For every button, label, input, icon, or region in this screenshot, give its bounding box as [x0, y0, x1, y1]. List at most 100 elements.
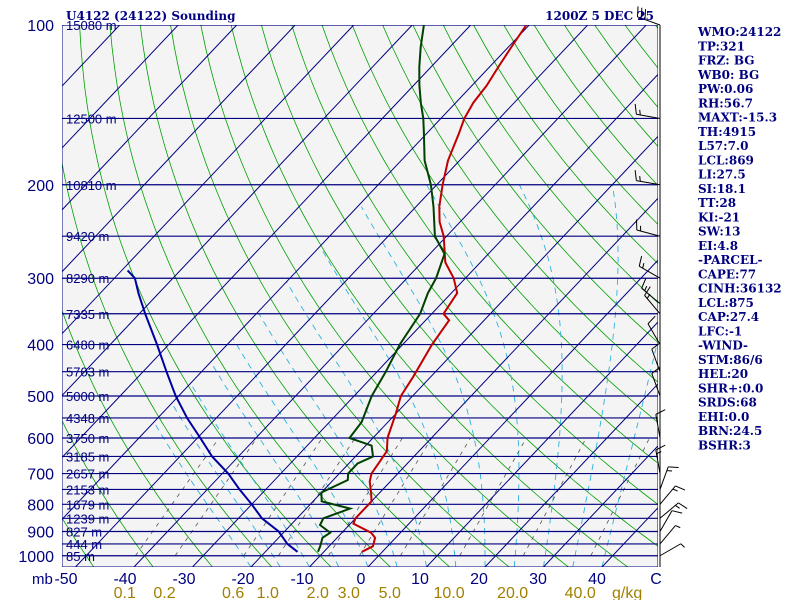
isotherm	[0, 25, 61, 567]
isotherm	[426, 321, 658, 567]
sounding-time: 1200Z 5 DEC 25	[545, 9, 654, 23]
wind-barb	[655, 444, 666, 474]
index-line: FRZ: BG	[698, 54, 754, 68]
wind-barb	[659, 510, 683, 532]
wind-barb	[659, 525, 681, 545]
height-labels: 15080 m 12500 m 10810 m 9420 m 8290 m 7335 m 6…	[66, 18, 117, 564]
wind-barbs	[634, 6, 688, 567]
moist-adiabat	[211, 363, 340, 567]
isotherm	[484, 383, 658, 567]
mixing-ratio-line	[590, 437, 650, 556]
dry-adiabat	[382, 25, 658, 383]
pressure-tick-label: 300	[27, 271, 54, 288]
pressure-unit: mb	[32, 571, 53, 588]
temperature-tick-label: -40	[113, 571, 136, 588]
height-label: 2153 m	[66, 482, 109, 497]
mixing-ratio-tick-label: 5.0	[379, 585, 401, 600]
mixing-ratio-tick-label: 40.0	[565, 585, 596, 600]
temperature-tick-label: -30	[172, 571, 195, 588]
height-label: 827 m	[66, 524, 102, 539]
isotherm	[75, 25, 589, 567]
dewpoint-profile	[317, 25, 446, 553]
height-label: 1679 m	[66, 497, 109, 512]
index-line: TP:321	[698, 39, 745, 53]
temperature-tick-label: C	[650, 571, 662, 588]
isotherm	[192, 73, 658, 567]
wind-barb	[644, 286, 661, 315]
index-line: CAP:27.4	[698, 310, 759, 324]
moist-adiabat	[190, 383, 310, 567]
wind-barb	[636, 6, 661, 26]
index-line: BSHR:3	[698, 438, 751, 452]
height-label: 5000 m	[66, 389, 109, 404]
mixing-ratio-tick-label: 0.1	[114, 585, 136, 600]
temperature-tick-label: 40	[588, 571, 606, 588]
index-line: EI:4.8	[698, 239, 738, 253]
index-line: SI:18.1	[698, 182, 746, 196]
wind-barb	[659, 485, 686, 505]
index-line: -WIND-	[698, 339, 748, 353]
index-line: TH:4915	[698, 125, 756, 139]
temperature-tick-label: 20	[470, 571, 488, 588]
index-line: HEL:20	[698, 367, 748, 381]
height-label: 1239 m	[66, 511, 109, 526]
moist-adiabat	[153, 421, 252, 567]
height-label: 85 m	[66, 549, 95, 564]
moist-adiabat	[572, 184, 619, 567]
dry-adiabat	[473, 25, 658, 265]
temperature-axis: -50 -40 -30 -20 -10 0 10 20 30 40 C	[54, 571, 661, 588]
mixing-ratio-axis: 0.1 0.2 0.6 1.0 2.0 3.0 5.0 10.0 20.0 40.0	[114, 585, 596, 600]
mixing-ratio-line	[278, 437, 356, 556]
temperature-tick-label: -20	[231, 571, 254, 588]
height-label: 444 m	[66, 537, 102, 552]
index-line: -PARCEL-	[698, 253, 763, 267]
mixing-ratio-tick-label: 0.2	[153, 585, 175, 600]
height-label: 5703 m	[66, 365, 109, 380]
pressure-tick-label: 500	[27, 389, 54, 406]
temperature-tick-label: -10	[290, 571, 313, 588]
index-line: CAPE:77	[698, 267, 756, 281]
height-label: 10810 m	[66, 178, 117, 193]
index-line: TT:28	[698, 196, 736, 210]
height-label: 9420 m	[66, 229, 109, 244]
isotherm	[62, 25, 413, 397]
height-label: 3750 m	[66, 431, 109, 446]
mixing-ratio-line	[243, 437, 323, 556]
index-line: MAXT:-15.3	[698, 111, 777, 125]
mixing-ratio-line	[522, 437, 587, 556]
dry-adiabat	[291, 25, 658, 505]
dry-adiabat	[200, 25, 569, 567]
index-line: SHR+:0.0	[698, 381, 763, 395]
temperature-tick-label: -50	[54, 571, 77, 588]
dry-adiabat	[170, 25, 510, 567]
isotherm	[133, 25, 647, 567]
height-label: 12500 m	[66, 111, 117, 126]
wind-barb	[634, 103, 661, 119]
dry-adiabat	[62, 419, 154, 567]
isotherm	[0, 25, 3, 567]
mixing-ratio-line	[135, 437, 220, 556]
isotherm	[62, 25, 472, 459]
index-line: SW:13	[698, 225, 740, 239]
dry-adiabat	[746, 25, 800, 567]
height-label: 7335 m	[66, 307, 109, 322]
mixing-ratio-tick-label: 10.0	[433, 585, 464, 600]
wind-barb	[659, 543, 685, 557]
wind-barb	[659, 466, 679, 490]
height-label: 15080 m	[66, 18, 117, 33]
index-line: KI:-21	[698, 210, 740, 224]
dry-adiabat	[442, 25, 658, 304]
height-label: 4348 m	[66, 411, 109, 426]
isotherm	[367, 259, 658, 567]
isotherm	[309, 197, 658, 567]
temperature-tick-label: 30	[529, 571, 547, 588]
temperature-tick-label: 0	[357, 571, 366, 588]
temperature-tick-label: 10	[411, 571, 429, 588]
mixing-ratio-tick-label: 0.6	[222, 585, 244, 600]
dry-adiabat	[777, 25, 800, 567]
pressure-tick-label: 200	[27, 178, 54, 195]
pressure-tick-label: 700	[27, 467, 54, 484]
wind-barb	[651, 366, 661, 397]
